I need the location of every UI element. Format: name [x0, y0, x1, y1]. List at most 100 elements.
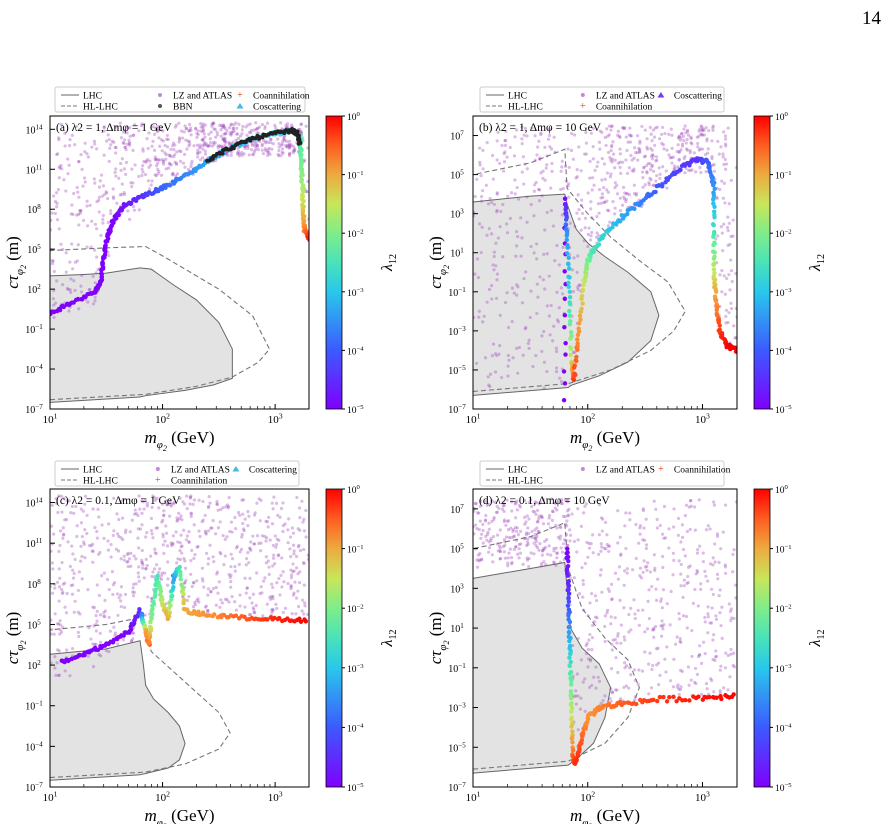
lz-atlas-point	[174, 162, 179, 167]
lz-atlas-point	[184, 538, 188, 542]
lz-atlas-point	[208, 501, 212, 505]
legend-coann-swatch: +	[155, 475, 161, 486]
lz-atlas-point	[476, 275, 481, 280]
colorbar-tick-label: 10−2	[347, 228, 364, 240]
lz-atlas-point	[559, 187, 563, 192]
lz-atlas-point	[185, 598, 190, 603]
lz-atlas-point	[536, 187, 541, 191]
lz-atlas-point	[687, 168, 691, 172]
lz-atlas-point	[112, 140, 116, 144]
lz-atlas-point	[160, 502, 165, 506]
lz-atlas-point	[618, 135, 622, 140]
lz-atlas-point	[591, 551, 595, 555]
lz-atlas-point	[506, 564, 510, 568]
colorbar-tick-label: 10−5	[775, 782, 792, 794]
lz-atlas-point	[724, 308, 729, 312]
lz-atlas-point	[689, 135, 693, 139]
lz-atlas-point	[567, 182, 571, 186]
curve-point	[653, 189, 658, 195]
lz-atlas-point	[98, 179, 102, 183]
lz-atlas-point	[77, 634, 81, 639]
lz-atlas-point	[85, 199, 89, 203]
lz-atlas-point	[640, 669, 645, 673]
lz-atlas-point	[298, 528, 302, 532]
lz-atlas-point	[634, 151, 638, 155]
lz-atlas-point	[261, 138, 266, 142]
lz-atlas-point	[675, 685, 679, 689]
lz-atlas-point	[519, 254, 523, 258]
curve-point	[621, 700, 627, 706]
lz-atlas-point	[222, 125, 226, 129]
lz-atlas-point	[171, 173, 175, 177]
lz-atlas-point	[498, 550, 502, 554]
lz-atlas-point	[677, 149, 681, 154]
lz-atlas-point	[624, 197, 628, 201]
lz-atlas-point	[171, 141, 176, 145]
lz-atlas-point	[203, 149, 207, 153]
lz-atlas-point	[58, 166, 62, 170]
curve-point	[159, 187, 165, 192]
lz-atlas-point	[98, 613, 103, 617]
lz-atlas-point	[98, 631, 102, 635]
colorbar-tick-label: 10−1	[347, 170, 364, 182]
lz-atlas-point	[647, 181, 651, 185]
lz-atlas-point	[224, 131, 228, 136]
lz-atlas-point	[63, 669, 67, 673]
lz-atlas-point	[513, 192, 517, 196]
lz-atlas-point	[189, 512, 193, 516]
lz-atlas-point	[141, 566, 145, 570]
lz-atlas-point	[179, 514, 183, 518]
lz-atlas-point	[154, 174, 158, 178]
lz-atlas-point	[189, 511, 193, 515]
lz-atlas-point	[575, 167, 579, 172]
lz-atlas-point	[555, 551, 559, 555]
lz-atlas-point	[116, 613, 120, 618]
lz-atlas-point	[74, 124, 79, 128]
lz-atlas-point	[591, 623, 595, 628]
lz-atlas-point	[524, 270, 528, 274]
lz-atlas-point	[501, 202, 505, 207]
lz-atlas-point	[642, 155, 646, 159]
lz-atlas-point	[259, 585, 263, 589]
lz-atlas-point	[236, 152, 240, 156]
colorbar-tick-label: 10−4	[347, 346, 364, 358]
curve-point	[696, 694, 701, 699]
lz-atlas-point	[129, 639, 134, 643]
lz-atlas-point	[633, 146, 637, 150]
lz-atlas-point	[238, 593, 242, 597]
lz-atlas-point	[609, 667, 614, 671]
lz-atlas-point	[137, 494, 141, 498]
lz-atlas-point	[578, 707, 583, 711]
lz-atlas-point	[514, 516, 518, 520]
lz-atlas-point	[151, 139, 155, 144]
lz-atlas-point	[102, 125, 106, 130]
lz-atlas-point	[503, 300, 508, 305]
lz-atlas-point	[72, 610, 76, 614]
lz-atlas-point	[683, 154, 687, 159]
lz-atlas-point	[163, 151, 167, 155]
lz-atlas-point	[634, 192, 639, 196]
lz-atlas-point	[622, 127, 627, 131]
lz-atlas-point	[699, 124, 703, 128]
lz-atlas-point	[233, 600, 237, 604]
lz-atlas-point	[630, 169, 634, 173]
lz-atlas-point	[68, 260, 72, 264]
lz-atlas-point	[113, 633, 117, 637]
lz-atlas-point	[298, 127, 302, 131]
lz-atlas-point	[289, 576, 294, 580]
lz-atlas-point	[213, 141, 217, 145]
lz-atlas-point	[535, 534, 539, 538]
legend-label: LZ and ATLAS	[596, 466, 655, 476]
lz-atlas-point	[508, 547, 512, 551]
curve-point	[566, 266, 572, 271]
lz-atlas-point	[704, 169, 708, 174]
lz-atlas-point	[597, 234, 601, 238]
lz-atlas-point	[53, 211, 57, 216]
lz-atlas-point	[83, 528, 87, 532]
lz-atlas-point	[643, 650, 647, 654]
lz-atlas-point	[71, 576, 76, 580]
lz-atlas-point	[276, 137, 280, 141]
lz-atlas-point	[238, 152, 242, 156]
lz-atlas-point	[537, 502, 541, 506]
curve-point	[568, 651, 573, 657]
